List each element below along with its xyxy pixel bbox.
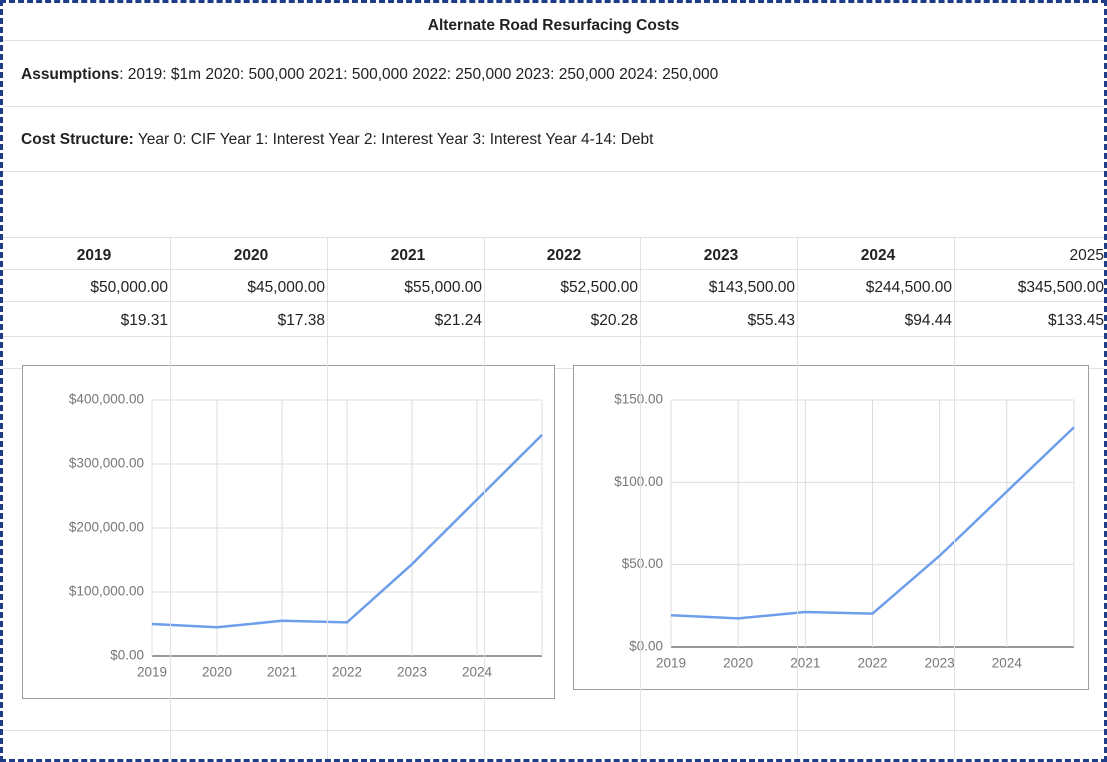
cell: $19.31 bbox=[120, 312, 168, 329]
row-line bbox=[3, 730, 1104, 731]
cell: $50,000.00 bbox=[90, 279, 168, 296]
column-line bbox=[484, 237, 485, 759]
row-line bbox=[3, 301, 1104, 302]
x-tick-label: 2020 bbox=[723, 656, 753, 671]
x-tick-label: 2021 bbox=[267, 665, 297, 680]
line bbox=[670, 426, 1075, 620]
column-line bbox=[327, 237, 328, 759]
assumptions: Assumptions: 2019: $1m 2020: 500,000 202… bbox=[21, 66, 718, 84]
cell: $143,500.00 bbox=[708, 279, 795, 296]
y-tick-label: $200,000.00 bbox=[69, 520, 144, 535]
x-tick-label: 2020 bbox=[202, 665, 232, 680]
y-tick-label: $300,000.00 bbox=[69, 456, 144, 471]
header-cell: 2025 bbox=[1069, 247, 1104, 264]
x-tick-label: 2024 bbox=[992, 656, 1023, 671]
header-cell: 2022 bbox=[546, 247, 582, 264]
row-line bbox=[3, 336, 1104, 337]
y-tick-label: $50.00 bbox=[622, 556, 663, 571]
x-tick-label: 2022 bbox=[857, 656, 887, 671]
x-tick-label: 2019 bbox=[137, 665, 167, 680]
row-line bbox=[3, 171, 1104, 172]
column-line bbox=[797, 237, 798, 759]
y-tick-label: $100,000.00 bbox=[69, 584, 144, 599]
row-line bbox=[3, 269, 1104, 270]
cell: $244,500.00 bbox=[865, 279, 952, 296]
line bbox=[151, 433, 543, 629]
cell: $20.28 bbox=[590, 312, 638, 329]
cell: $133.45 bbox=[1047, 312, 1104, 329]
cell: $345,500.00 bbox=[1017, 279, 1104, 296]
x-tick-label: 2022 bbox=[332, 665, 362, 680]
y-tick-label: $0.00 bbox=[629, 639, 663, 654]
text: Year 0: CIF Year 1: Interest Year 2: Int… bbox=[133, 131, 654, 148]
chart: $0.00 $100,000.00 $200,000.00 $300,000.00 $4… bbox=[22, 365, 555, 699]
header-cell: 2021 bbox=[390, 247, 426, 264]
y-tick-label: $150.00 bbox=[614, 392, 663, 407]
row-line bbox=[3, 237, 1104, 238]
sheet-title: Alternate Road Resurfacing Costs bbox=[427, 17, 680, 34]
row-line bbox=[3, 40, 1104, 41]
header-cell: 2024 bbox=[860, 247, 896, 264]
cell: $55.43 bbox=[747, 312, 795, 329]
row-line bbox=[3, 106, 1104, 107]
x-tick-label: 2023 bbox=[925, 656, 955, 671]
chart: $0.00 $50.00 $100.00 $150.00 2019 2020 2021 202… bbox=[573, 365, 1089, 690]
label: Cost Structure: bbox=[21, 131, 134, 148]
column-line bbox=[954, 237, 955, 759]
x-tick-label: 2023 bbox=[397, 665, 427, 680]
cell: $55,000.00 bbox=[404, 279, 482, 296]
cell: $45,000.00 bbox=[247, 279, 325, 296]
column-line bbox=[640, 237, 641, 759]
y-tick-label: $0.00 bbox=[110, 648, 144, 663]
x-tick-label: 2024 bbox=[462, 665, 493, 680]
x-tick-label: 2021 bbox=[790, 656, 820, 671]
text: : 2019: $1m 2020: 500,000 2021: 500,000 … bbox=[119, 66, 719, 83]
y-tick-label: $400,000.00 bbox=[69, 392, 144, 407]
header-cell: 2020 bbox=[233, 247, 269, 264]
header-cell: 2023 bbox=[703, 247, 739, 264]
cell: $52,500.00 bbox=[560, 279, 638, 296]
header-cell: 2019 bbox=[76, 247, 112, 264]
cell: $17.38 bbox=[277, 312, 325, 329]
y-tick-label: $100.00 bbox=[614, 474, 663, 489]
cell: $21.24 bbox=[434, 312, 482, 329]
cell: $94.44 bbox=[904, 312, 952, 329]
label: Assumptions bbox=[21, 66, 120, 83]
cost-structure: Cost Structure: Year 0: CIF Year 1: Inte… bbox=[21, 131, 653, 149]
x-tick-label: 2019 bbox=[656, 656, 686, 671]
column-line bbox=[170, 237, 171, 759]
